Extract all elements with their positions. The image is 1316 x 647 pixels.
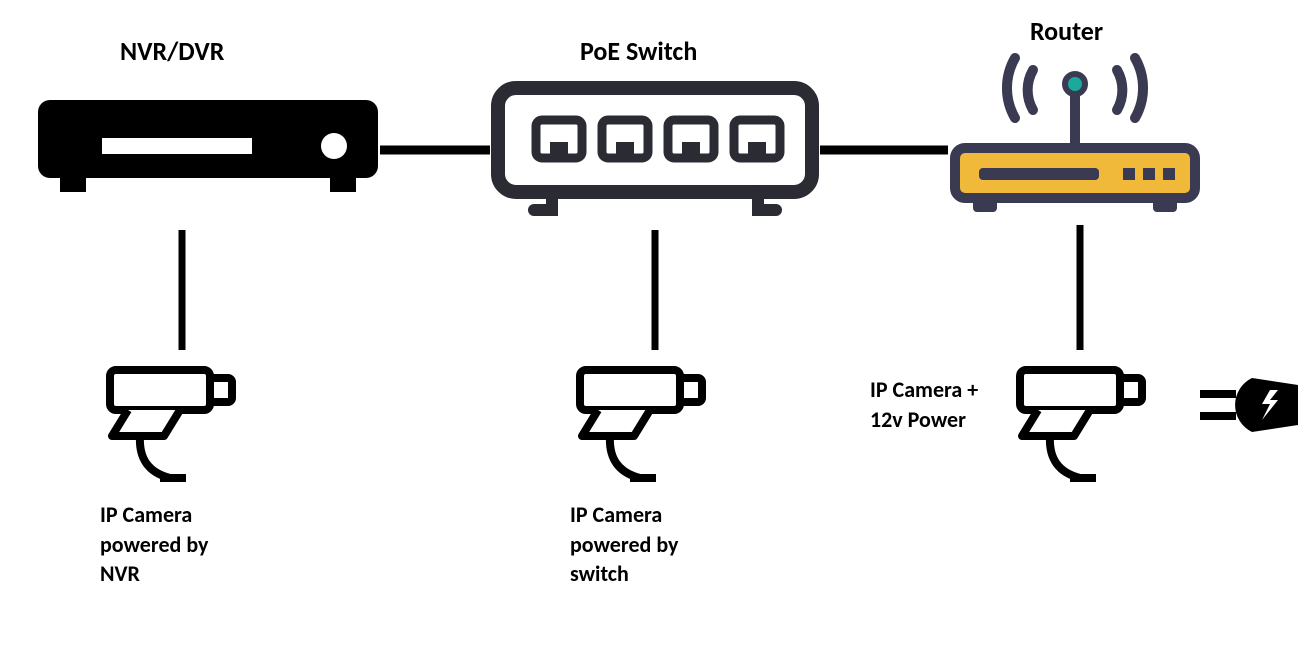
nvr-icon: [38, 90, 378, 195]
camera2-caption: IP Camerapowered byswitch: [570, 500, 678, 589]
camera3-caption: IP Camera +12v Power: [870, 375, 978, 434]
router-icon: [945, 48, 1205, 218]
camera2-icon: [570, 360, 720, 490]
camera1-icon: [100, 360, 250, 490]
plug-icon: [1200, 370, 1300, 440]
camera3-icon: [1010, 360, 1160, 490]
switch-icon: [490, 80, 820, 220]
camera1-caption: IP Camerapowered byNVR: [100, 500, 208, 589]
